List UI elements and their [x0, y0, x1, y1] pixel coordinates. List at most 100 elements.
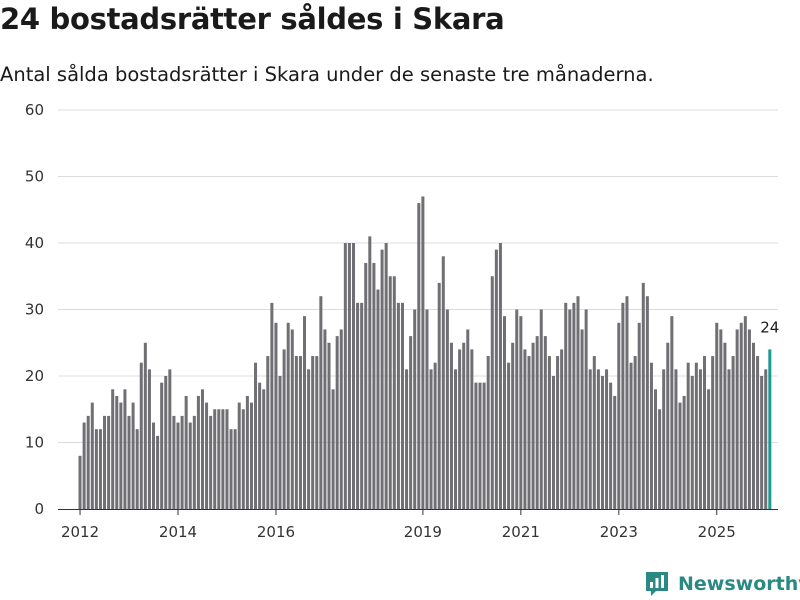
- bar: [482, 382, 486, 509]
- bar: [376, 289, 380, 509]
- bar: [221, 409, 225, 509]
- bar: [188, 422, 192, 509]
- bar-latest: [768, 349, 772, 509]
- bar: [547, 356, 551, 509]
- bar: [425, 309, 429, 509]
- bar: [139, 362, 143, 509]
- bar: [494, 249, 498, 509]
- bar: [466, 329, 470, 509]
- bar: [621, 302, 625, 509]
- bar: [654, 389, 658, 509]
- bar: [147, 369, 151, 509]
- bar: [131, 402, 135, 509]
- bar: [617, 322, 621, 509]
- bar: [380, 249, 384, 509]
- bar: [94, 429, 98, 509]
- bar: [262, 389, 266, 509]
- bar: [486, 356, 490, 509]
- bar: [511, 342, 515, 509]
- x-tick-label: 2023: [600, 523, 638, 541]
- bar: [388, 276, 392, 509]
- bar: [335, 336, 339, 509]
- bar: [339, 329, 343, 509]
- bar: [86, 415, 90, 509]
- bar: [556, 356, 560, 509]
- bar: [429, 369, 433, 509]
- bar: [421, 196, 425, 509]
- bar: [254, 362, 258, 509]
- bar: [392, 276, 396, 509]
- bar: [723, 342, 727, 509]
- bar: [682, 395, 686, 509]
- bar: [666, 342, 670, 509]
- bar: [629, 362, 633, 509]
- bar: [168, 369, 172, 509]
- bar: [360, 302, 364, 509]
- bar: [384, 243, 388, 509]
- bar: [245, 395, 249, 509]
- chart-subtitle: Antal sålda bostadsrätter i Skara under …: [0, 63, 654, 86]
- bar: [727, 369, 731, 509]
- bar: [503, 316, 507, 509]
- bars: [78, 196, 772, 509]
- bar: [535, 336, 539, 509]
- bar: [572, 302, 576, 509]
- bar: [715, 322, 719, 509]
- bar: [294, 356, 298, 509]
- bar: [743, 316, 747, 509]
- y-tick-label: 30: [25, 301, 44, 319]
- bar: [531, 342, 535, 509]
- bar: [764, 369, 768, 509]
- bar: [225, 409, 229, 509]
- bar: [719, 329, 723, 509]
- bar: [560, 349, 564, 509]
- bar: [474, 382, 478, 509]
- bar: [356, 302, 360, 509]
- bar: [596, 369, 600, 509]
- bar: [123, 389, 127, 509]
- bar: [478, 382, 482, 509]
- bar: [527, 356, 531, 509]
- bar: [409, 336, 413, 509]
- data-labels: 24: [760, 318, 779, 336]
- bar: [135, 429, 139, 509]
- bar: [678, 402, 682, 509]
- bar: [331, 389, 335, 509]
- bar: [127, 415, 131, 509]
- bar: [449, 342, 453, 509]
- bar: [698, 369, 702, 509]
- bar: [711, 356, 715, 509]
- bar: [543, 336, 547, 509]
- bar: [351, 243, 356, 509]
- bar: [707, 389, 711, 509]
- bar: [609, 382, 613, 509]
- bar: [196, 395, 200, 509]
- bar: [311, 356, 315, 509]
- bar: [703, 356, 707, 509]
- x-tick-label: 2025: [698, 523, 736, 541]
- newsworthy-logo-icon: [646, 572, 668, 596]
- bar: [229, 429, 233, 509]
- bar: [156, 435, 160, 509]
- bar: [507, 362, 511, 509]
- bar: [258, 382, 262, 509]
- bar: [600, 376, 604, 509]
- y-axis-ticks: 0 10 20 30 40 50 60: [25, 101, 44, 518]
- bar: [282, 349, 286, 509]
- bar: [645, 296, 649, 509]
- newsworthy-brand[interactable]: Newsworthy: [644, 568, 800, 600]
- bar: [119, 402, 123, 509]
- bar: [172, 415, 176, 509]
- bar: [233, 429, 237, 509]
- bar: [625, 296, 629, 509]
- y-tick-label: 10: [25, 434, 44, 452]
- bar: [584, 309, 588, 509]
- x-tick-label: 2012: [61, 523, 99, 541]
- bar: [694, 362, 698, 509]
- bar: [458, 349, 462, 509]
- bar: [107, 415, 111, 509]
- bar: [454, 369, 458, 509]
- bar: [323, 329, 327, 509]
- bar: [662, 369, 666, 509]
